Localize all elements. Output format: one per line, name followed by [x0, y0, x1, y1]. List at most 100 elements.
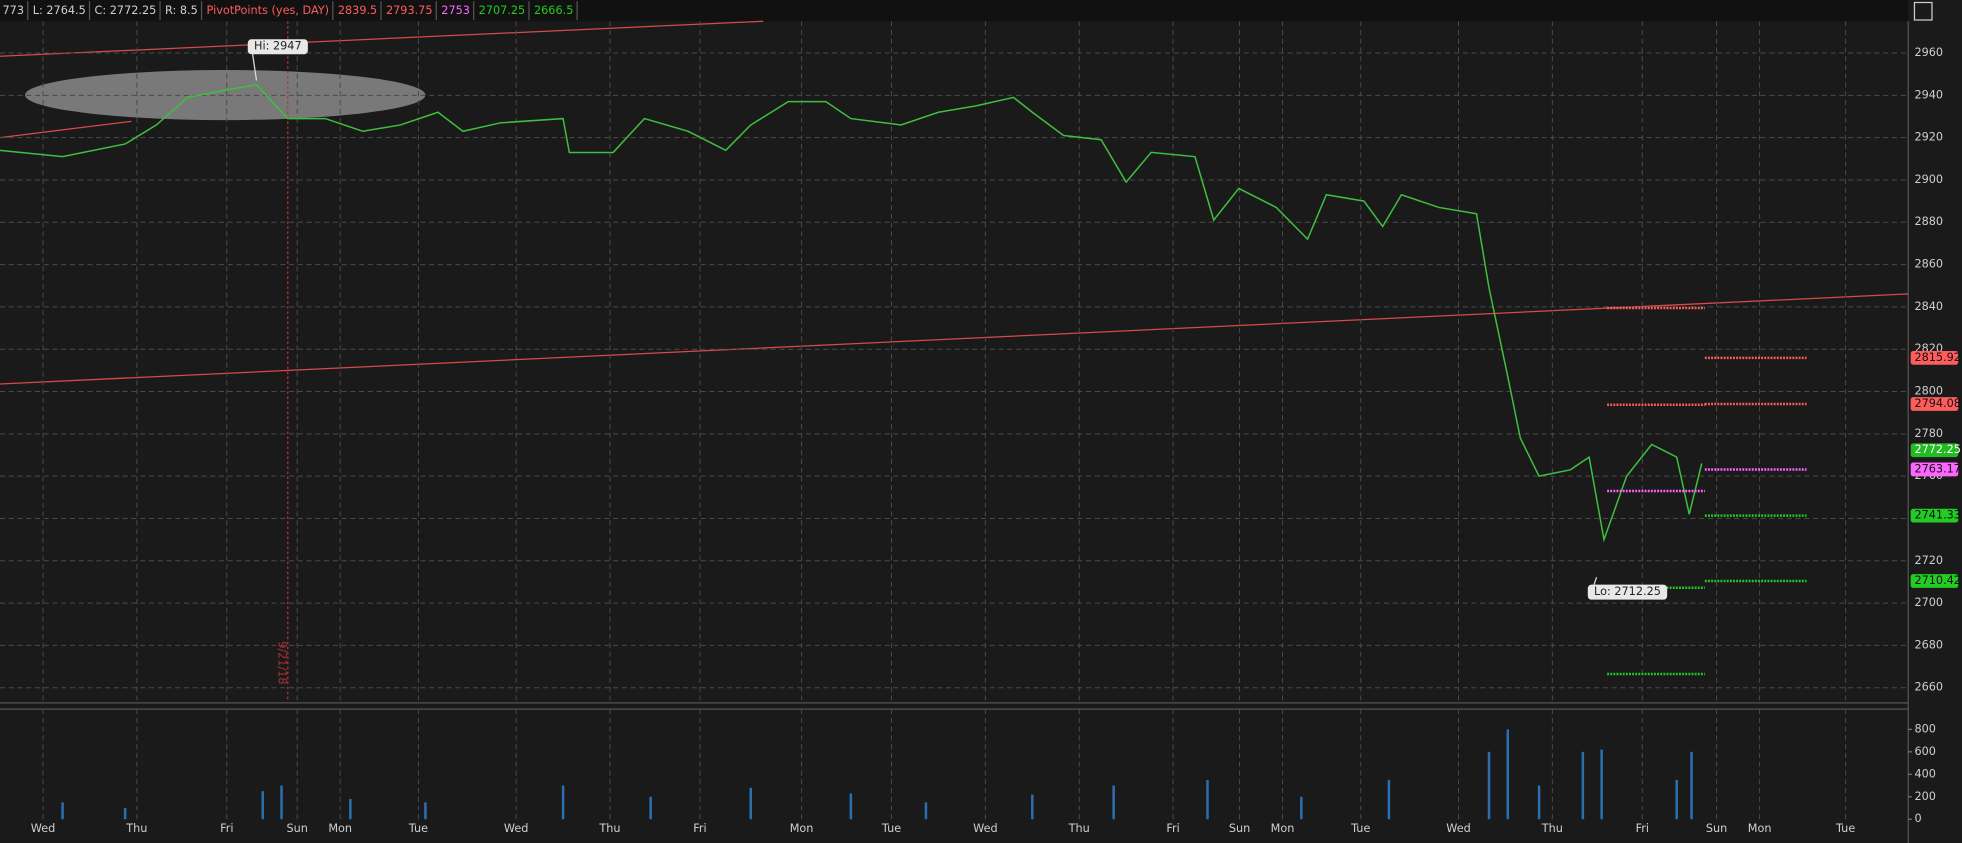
volume-bar — [1581, 751, 1585, 820]
volume-bar — [1600, 749, 1603, 820]
callout-box — [1587, 584, 1668, 600]
y-tick-label: 2660 — [1914, 681, 1943, 694]
price-badge-label: 2763.17 — [1914, 462, 1961, 475]
volume-bar — [261, 791, 265, 820]
x-tick-label: Fri — [693, 822, 706, 835]
price-badge — [1910, 508, 1959, 523]
x-tick-label: Fri — [1166, 822, 1179, 835]
price-badge-label: 2741.33 — [1914, 509, 1961, 522]
volume-bar — [1506, 729, 1510, 820]
y-tick-label: 2900 — [1914, 173, 1943, 186]
volume-bar — [749, 787, 753, 820]
x-tick-label: Sun — [1706, 822, 1727, 835]
x-tick-label: Tue — [1350, 822, 1370, 835]
y-tick-label: 2920 — [1914, 131, 1943, 144]
y-tick-label: 2860 — [1914, 258, 1943, 271]
header-bar — [0, 0, 1909, 22]
header-item: 2666.5 — [534, 4, 573, 17]
volume-bar — [1300, 796, 1303, 820]
volume-bar — [1112, 785, 1115, 820]
y-tick-label: 2800 — [1914, 385, 1943, 398]
x-tick-label: Mon — [1271, 822, 1295, 835]
header-item: 2707.25 — [479, 4, 526, 17]
volume-bar — [1206, 779, 1209, 820]
volume-bar — [424, 802, 427, 820]
y-tick-label: 2780 — [1914, 427, 1943, 440]
price-line — [0, 83, 1703, 543]
header-item: R: 8.5 — [165, 4, 198, 17]
x-tick-label: Sun — [286, 822, 307, 835]
y-tick-label: 2840 — [1914, 300, 1943, 313]
header-item: 2793.75 — [386, 4, 433, 17]
volume-bar — [649, 796, 652, 820]
volume-pane: Wed Thu Fri Sun Mon Tue Wed Thu Fri Mon Tue Wed Thu F… — [31, 709, 1936, 835]
x-tick-label: Wed — [973, 822, 998, 835]
x-tick-label: Mon — [790, 822, 814, 835]
header-item: 773 — [3, 4, 24, 17]
x-tick-label: Tue — [881, 822, 901, 835]
x-tick-label: Wed — [1446, 822, 1471, 835]
x-tick-label: Wed — [504, 822, 529, 835]
callout-box — [247, 39, 308, 55]
volume-bar — [349, 799, 352, 820]
header: 773 L: 2764.5 C: 2772.25 R: 8.5 PivotPoints … — [3, 1, 578, 21]
price-badge — [1910, 574, 1959, 588]
y-tick-label: 600 — [1914, 745, 1935, 758]
y-tick-label: 2680 — [1914, 638, 1943, 651]
x-tick-label: Fri — [220, 822, 233, 835]
volume-bar — [561, 785, 565, 820]
y-tick-label: 2720 — [1914, 554, 1943, 567]
x-tick-label: Mon — [1748, 822, 1772, 835]
y-tick-label: 2700 — [1914, 596, 1943, 609]
y-tick-label: 2940 — [1914, 88, 1943, 101]
date-label: 9/21/18 — [276, 641, 289, 684]
y-tick-label: 400 — [1914, 767, 1935, 780]
x-tick-label: Thu — [598, 822, 620, 835]
header-item: 2839.5 — [338, 4, 377, 17]
volume-bar — [1537, 785, 1541, 820]
volume-bar — [1675, 779, 1678, 820]
x-tick-label: Tue — [1835, 822, 1855, 835]
header-item: C: 2772.25 — [95, 4, 157, 17]
x-tick-label: Tue — [408, 822, 428, 835]
price-badge-label: 2794.08 — [1914, 397, 1961, 410]
volume-bar — [1031, 794, 1034, 820]
price-badge — [1910, 350, 1959, 365]
x-tick-label: Thu — [1068, 822, 1090, 835]
x-tick-label: Thu — [1541, 822, 1563, 835]
x-tick-label: Mon — [328, 822, 352, 835]
volume-bar — [123, 808, 127, 820]
highlight-ellipse — [25, 70, 426, 121]
x-tick-label: Thu — [125, 822, 147, 835]
x-tick-label: Sun — [1229, 822, 1250, 835]
header-item: L: 2764.5 — [33, 4, 86, 17]
price-badge — [1910, 462, 1959, 477]
price-badge — [1910, 397, 1959, 411]
y-tick-label: 200 — [1914, 790, 1935, 803]
trendline — [0, 120, 132, 139]
trendline — [0, 20, 764, 57]
callout-label: Hi: 2947 — [254, 40, 302, 53]
price-badge-label: 2710.42 — [1914, 574, 1961, 587]
x-tick-label: Wed — [31, 822, 56, 835]
y-tick-label: 2880 — [1914, 215, 1943, 228]
volume-bar — [1387, 779, 1391, 820]
y-tick-label: 800 — [1914, 722, 1935, 735]
menu-icon[interactable] — [1913, 1, 1933, 21]
last-price-label: 2772.25 — [1914, 443, 1961, 456]
last-price-badge — [1910, 443, 1959, 458]
volume-bar — [61, 802, 64, 820]
x-tick-label: Fri — [1636, 822, 1649, 835]
trendline — [0, 293, 1909, 385]
callout-label: Lo: 2712.25 — [1594, 585, 1661, 598]
header-item: PivotPoints (yes, DAY) — [207, 4, 330, 17]
volume-bar — [280, 785, 283, 820]
y-tick-label: 0 — [1914, 812, 1921, 825]
volume-bar — [1690, 751, 1693, 820]
volume-bar — [1487, 751, 1491, 820]
price-badge-label: 2815.92 — [1914, 351, 1961, 364]
volume-bar — [924, 802, 928, 820]
